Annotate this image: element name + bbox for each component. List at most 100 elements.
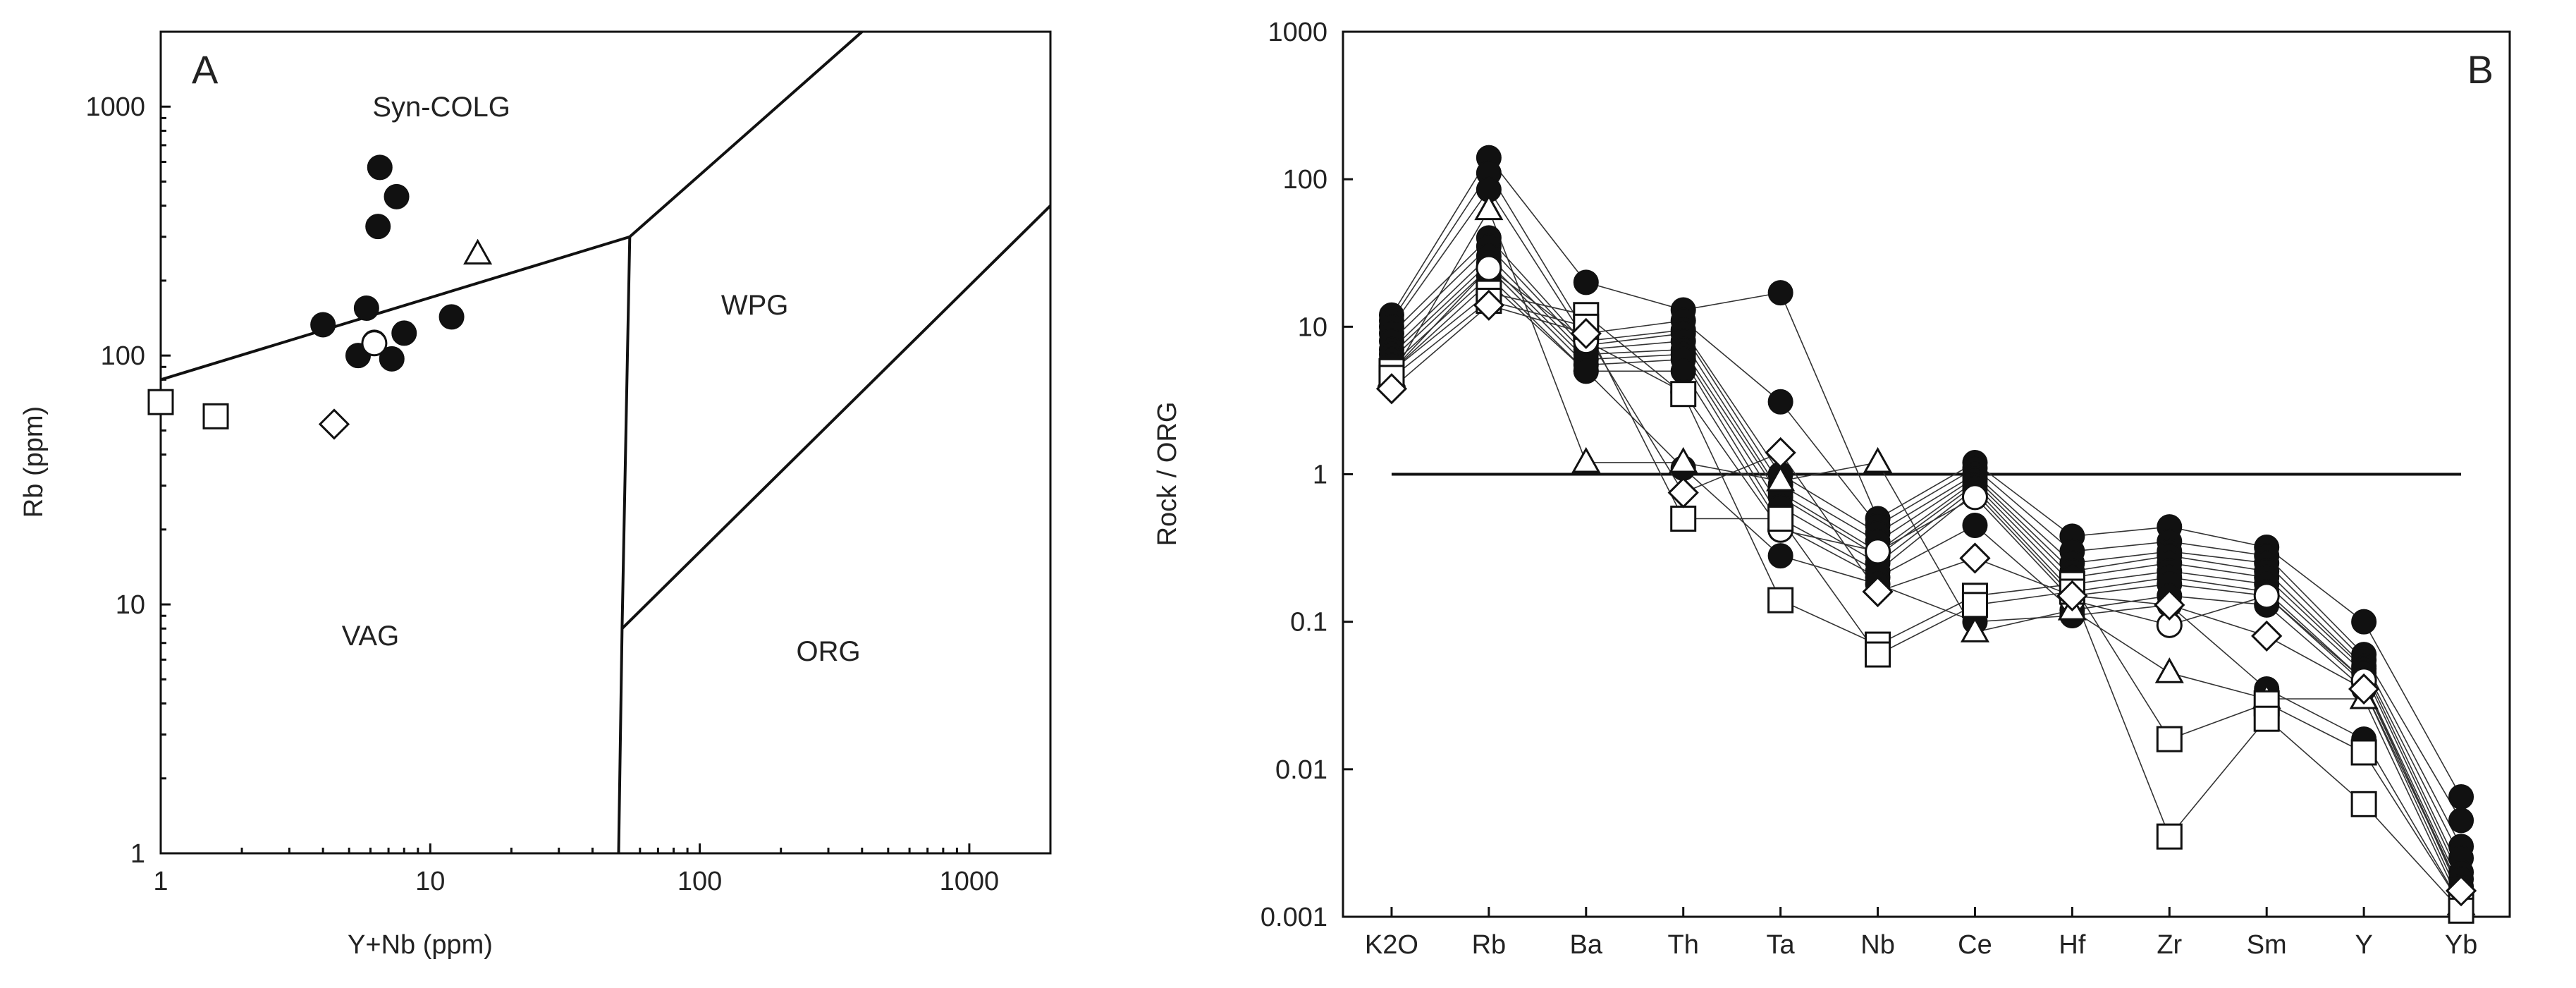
panel-b-point-sample-12 (1474, 194, 1504, 221)
panel-a-point-filled-circle (379, 346, 405, 372)
panel-b-point-sample-15 (1765, 437, 1796, 469)
spider-line-sample-7 (1391, 262, 2462, 887)
panel-a-rb-vs-ynb: A Syn-COLG WPG VAG ORG Y+Nb (ppm) Rb (pp… (19, 30, 1052, 960)
panel-b-point-sample-14 (1767, 505, 1794, 532)
spider-line-sample-5 (1391, 245, 2462, 873)
panel-a-label: A (192, 47, 219, 92)
panel-a-point-filled-circle (438, 304, 465, 330)
panel-b-point-sample-14 (2156, 823, 2183, 850)
panel-a-point-open-circle (361, 330, 388, 357)
region-label-vag: VAG (342, 621, 400, 652)
panel-b-y-tick-label: 0.001 (1261, 903, 1327, 932)
panel-b-y-tick-label: 0.1 (1290, 608, 1327, 638)
panel-b-point-sample-11 (1865, 538, 1891, 565)
spider-line-sample-15 (1391, 304, 2462, 891)
panel-b-y-tick-label: 10 (1298, 312, 1327, 342)
panel-a-y-tick-label: 100 (101, 341, 145, 371)
panel-a-point-open-triangle (463, 238, 493, 265)
spider-line-sample-12 (1391, 208, 2462, 905)
panel-a-x-tick-label: 10 (415, 867, 445, 896)
panel-b-point-sample-14 (1865, 641, 1891, 668)
panel-a-point-open-square (147, 389, 174, 415)
panel-b-y-axis-title: Rock / ORG (1153, 402, 1182, 547)
panel-b-category-label: Y (2355, 930, 2372, 960)
panel-b-point-sample-15 (2251, 620, 2283, 652)
panel-b-point-sample-15 (2445, 875, 2477, 907)
panel-b-point-sample-1 (2351, 609, 2377, 635)
panel-b-point-sample-12 (1863, 446, 1893, 473)
panel-b-point-sample-12 (1766, 465, 1796, 492)
panel-b-point-sample-13 (1767, 587, 1794, 614)
panel-b-point-sample-10 (1767, 543, 1793, 569)
panel-a-y-tick-label: 1000 (85, 92, 145, 122)
panel-b-point-sample-1 (1573, 269, 1599, 295)
panel-b-point-sample-14 (2350, 791, 2377, 817)
panel-b-category-label: Ta (1767, 930, 1796, 960)
panel-a-point-filled-circle (353, 295, 379, 321)
panel-b-point-sample-12 (1669, 446, 1698, 473)
panel-b-point-sample-11 (1476, 255, 1502, 281)
panel-b-y-tick-label: 1000 (1268, 18, 1327, 47)
panel-b-point-sample-15 (1570, 317, 1602, 350)
spider-line-sample-6 (1391, 255, 2462, 879)
spider-line-sample-14 (1391, 300, 2462, 911)
panel-b-point-sample-13 (1670, 381, 1697, 408)
panel-b-point-sample-11 (2253, 583, 2280, 609)
panel-a-x-tick-label: 1000 (940, 867, 1000, 896)
spider-line-sample-4 (1391, 237, 2462, 859)
panel-a-plot-frame (159, 30, 1052, 855)
panel-b-point-sample-15 (1667, 477, 1699, 508)
panel-a-x-tick-label: 1 (153, 867, 168, 896)
panel-b-label: B (2467, 47, 2494, 92)
panel-a-y-tick-label: 10 (116, 590, 145, 620)
boundary-syn-colg-wpg (628, 30, 864, 238)
panel-b-category-label: Nb (1860, 930, 1895, 960)
panel-b-point-sample-15 (1862, 575, 1894, 608)
panel-b-point-sample-14 (1670, 505, 1697, 532)
panel-b-y-tick-label: 0.01 (1275, 755, 1327, 785)
panel-a-x-axis-title: Y+Nb (ppm) (348, 930, 493, 960)
panel-b-point-sample-13 (2156, 726, 2183, 752)
panel-b-category-label: Zr (2157, 930, 2182, 960)
spider-line-sample-1 (1391, 157, 2462, 798)
panel-b-point-sample-15 (2348, 673, 2380, 705)
panel-b-point-sample-2 (1767, 389, 1793, 415)
spider-line-sample-10 (1391, 281, 2462, 905)
region-label-org: ORG (796, 636, 860, 667)
panel-b-point-sample-12 (1571, 446, 1601, 473)
panel-b-category-label: Ce (1958, 930, 1992, 960)
panel-b-point-sample-15 (2056, 580, 2088, 611)
panel-a-point-filled-circle (391, 320, 417, 346)
panel-b-category-label: Th (1668, 930, 1699, 960)
panel-a-point-filled-circle (310, 312, 336, 338)
panel-b-category-label: Ba (1570, 930, 1603, 960)
panel-b-category-label: Sm (2247, 930, 2287, 960)
boundary-wpg-org (620, 205, 1052, 630)
spider-line-sample-3 (1391, 188, 2462, 847)
boundary-syn-colg-vag (160, 235, 630, 382)
panel-a-y-axis-title: Rb (ppm) (19, 406, 49, 518)
region-label-wpg: WPG (721, 290, 789, 321)
panel-b-category-label: Hf (2059, 930, 2085, 960)
panel-b-point-sample-1 (2448, 783, 2474, 810)
panel-a-point-open-square (202, 403, 229, 429)
panel-b-point-sample-15 (1959, 542, 1991, 574)
panel-b-category-label: Yb (2445, 930, 2477, 960)
panel-a-point-filled-circle (384, 183, 410, 209)
panel-a-point-filled-circle (365, 214, 391, 240)
spider-line-sample-9 (1391, 275, 2462, 901)
panel-b-point-sample-14 (2253, 705, 2280, 732)
panel-b-category-label: Rb (1472, 930, 1507, 960)
spider-line-sample-2 (1391, 172, 2462, 821)
panel-a-point-open-diamond (318, 408, 350, 440)
panel-b-point-sample-13 (2350, 739, 2377, 766)
panel-b-category-label: K2O (1365, 930, 1418, 960)
panel-a-point-filled-circle (367, 154, 393, 181)
panel-a-x-tick-label: 100 (677, 867, 722, 896)
panel-b-y-tick-label: 100 (1283, 165, 1327, 195)
panel-b-point-sample-12 (1960, 616, 1990, 642)
panel-b-point-sample-9 (1962, 513, 1988, 539)
panel-b-point-sample-15 (1375, 373, 1408, 405)
